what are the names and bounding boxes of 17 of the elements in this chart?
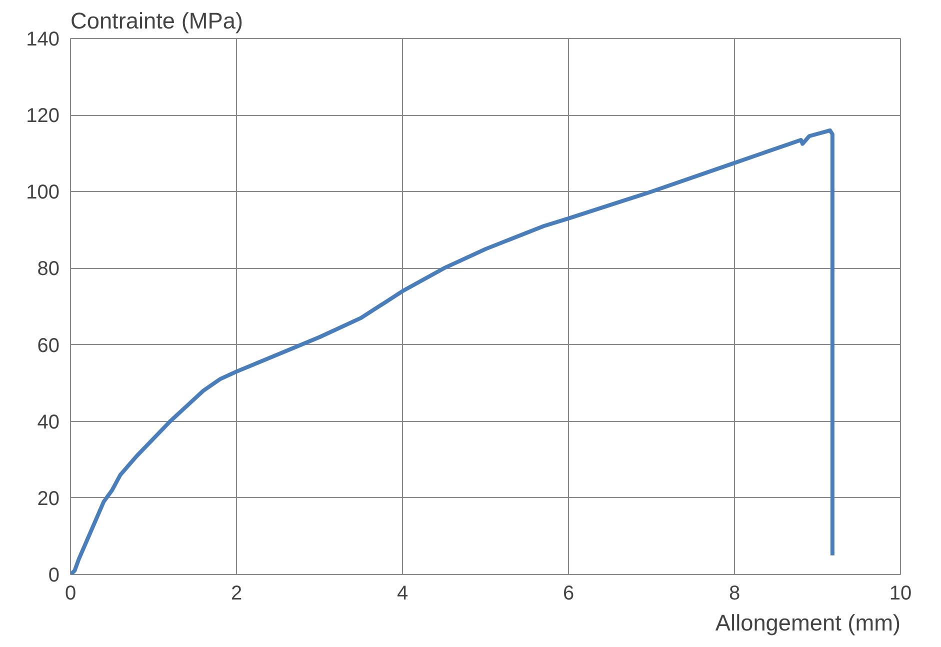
line-series [70, 128, 834, 574]
y-tick-label: 100 [26, 182, 60, 204]
y-tick-label: 80 [37, 258, 60, 280]
y-tick-label: 120 [26, 105, 60, 128]
y-tick-label: 0 [48, 564, 60, 586]
x-tick-label: 6 [562, 582, 574, 604]
x-axis-title: Allongement (mm) [715, 610, 900, 636]
x-tick-label: 2 [230, 582, 242, 604]
x-tick-label: 8 [728, 582, 740, 604]
y-tick-label: 40 [37, 411, 60, 434]
y-tick-label: 20 [37, 488, 60, 510]
y-axis-title: Contrainte (MPa) [70, 8, 243, 34]
x-tick-label: 4 [396, 582, 408, 604]
x-tick-label: 10 [889, 582, 912, 604]
y-tick-label: 60 [37, 334, 60, 357]
x-tick-label: 0 [64, 582, 76, 604]
y-tick-label: 140 [26, 28, 60, 50]
